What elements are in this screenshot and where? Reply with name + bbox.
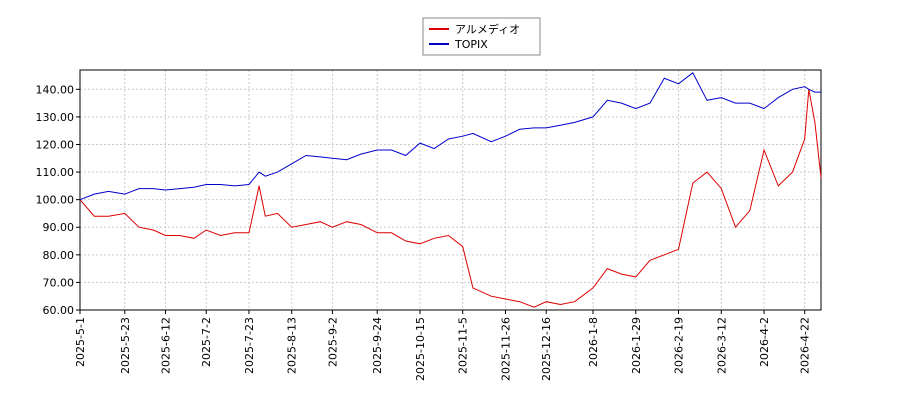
plot-frame: [79, 69, 822, 311]
x-tick-label: 2026-1-8: [587, 317, 600, 367]
y-tick-label: 120.00: [36, 138, 75, 151]
x-tick-label: 2025-7-23: [243, 317, 256, 374]
x-tick-label: 2025-10-15: [414, 317, 427, 381]
x-tick-label: 2025-5-23: [119, 317, 132, 374]
x-tick-label: 2025-5-1: [74, 317, 87, 367]
x-tick-label: 2025-12-16: [540, 317, 553, 381]
x-tick-label: 2025-8-13: [286, 317, 299, 374]
y-tick-label: 140.00: [36, 83, 75, 96]
x-tick-label: 2025-7-2: [200, 317, 213, 367]
x-tick-label: 2026-3-12: [715, 317, 728, 374]
x-tick-label: 2025-11-5: [457, 317, 470, 374]
legend-label: アルメディオ: [455, 22, 520, 36]
legend: アルメディオ TOPIX: [422, 17, 541, 56]
legend-label: TOPIX: [454, 38, 488, 51]
y-tick-label: 110.00: [36, 166, 75, 179]
y-tick-label: 70.00: [43, 276, 75, 289]
series-line: [79, 72, 821, 201]
y-tick-label: 130.00: [36, 111, 75, 124]
y-tick-label: 60.00: [43, 304, 75, 317]
x-tick-label: 2025-11-26: [499, 317, 512, 381]
x-tick-label: 2025-6-12: [160, 317, 173, 374]
series-line: [79, 89, 822, 308]
x-tick-label: 2026-4-22: [799, 317, 812, 374]
x-tick-label: 2025-9-2: [326, 317, 339, 367]
x-tick-label: 2026-1-29: [630, 317, 643, 374]
x-tick-label: 2025-9-24: [371, 317, 384, 374]
y-tick-label: 100.00: [36, 194, 75, 207]
y-tick-label: 80.00: [43, 249, 75, 262]
legend-box: [422, 17, 541, 56]
x-tick-label: 2026-2-19: [673, 317, 686, 374]
y-tick-label: 90.00: [43, 221, 75, 234]
x-tick-label: 2026-4-2: [758, 317, 771, 367]
